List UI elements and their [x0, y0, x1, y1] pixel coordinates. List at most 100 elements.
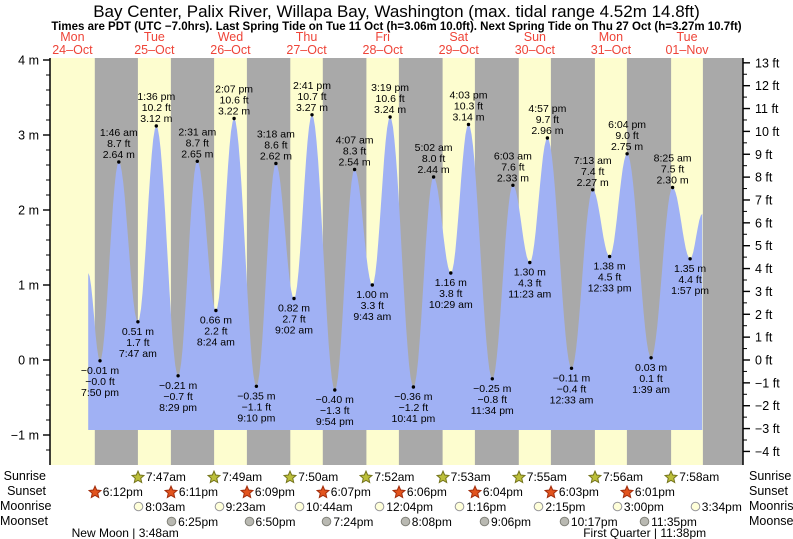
moonset-circle-icon: [479, 516, 490, 527]
sunrise-marker-time: 7:49am: [222, 469, 263, 484]
sunrise-marker: 7:55am: [511, 469, 567, 484]
tide-annotation-low: 10:29 am: [429, 299, 473, 311]
ft-tick-label: 2 ft: [755, 308, 773, 322]
tide-annotation-low: 3.8 ft: [439, 288, 462, 300]
tide-annotation-low: −0.0 ft: [85, 376, 115, 388]
tide-annotation-high: 10.2 ft: [142, 102, 171, 114]
sunset-markers-row: 6:12pm 6:11pm 6:09pm 6:07pm 6:06pm 6:04pm 6:03…: [0, 484, 793, 499]
tide-annotation-high: 6:04 pm: [608, 119, 646, 131]
moon-phase-label: First Quarter | 11:38pm: [583, 526, 707, 539]
sunrise-marker-time: 7:56am: [603, 469, 644, 484]
tide-extreme-dot: [232, 116, 236, 121]
tide-annotation-high: 3.24 m: [374, 104, 406, 116]
moonset-circle-icon: [322, 516, 332, 527]
moonrise-marker-time: 9:23am: [225, 499, 266, 514]
day-label-date: 26–Oct: [210, 43, 251, 57]
moonrise-circle-icon: [214, 501, 224, 512]
moonset-marker: 7:24pm: [321, 514, 373, 529]
sunset-marker-time: 6:03pm: [558, 484, 599, 499]
tide-extreme-dot: [292, 296, 296, 301]
moonrise-marker-time: 8:03am: [145, 499, 186, 514]
tide-annotation-high: 2.54 m: [339, 157, 371, 169]
tide-annotation-high: 2.65 m: [181, 148, 213, 160]
tide-extreme-dot: [274, 161, 278, 166]
tide-annotation-high: 2:41 pm: [293, 80, 331, 92]
moonrise-circle-icon: [294, 501, 305, 512]
tide-extreme-dot: [154, 124, 158, 128]
moonset-markers-row: 6:25pm 6:50pm 7:24pm 8:08pm 9:06pm 10:17pm 11:…: [0, 514, 793, 529]
tide-annotation-low: −0.8 ft: [478, 394, 508, 406]
sunrise-marker-time: 7:58am: [679, 469, 720, 484]
tide-annotation-high: 10.3 ft: [454, 101, 483, 113]
tide-annotation-high: 7.5 ft: [661, 164, 684, 176]
sunset-star-icon: [87, 484, 102, 499]
moonrise-marker: 1:16pm: [454, 499, 506, 514]
sunrise-star-icon: [435, 469, 450, 484]
tide-annotation-low: 1:57 pm: [671, 285, 709, 297]
tide-annotation-high: 2.75 m: [611, 141, 643, 153]
sunrise-marker-time: 7:47am: [145, 469, 186, 484]
ft-tick-label: 4 ft: [755, 262, 773, 276]
tide-annotation-high: 10.6 ft: [219, 95, 248, 107]
m-tick-label: 1 m: [18, 279, 39, 293]
tide-annotation-low: 7:50 pm: [81, 387, 119, 399]
tide-extreme-dot: [117, 160, 121, 164]
sunset-marker-time: 6:09pm: [254, 484, 295, 499]
tide-annotation-high: 4:03 pm: [450, 90, 488, 102]
moonrise-marker: 9:23am: [214, 499, 266, 514]
sunrise-marker: 7:56am: [588, 469, 643, 484]
moonrise-circle-icon: [534, 501, 544, 512]
tide-annotation-low: 12:33 am: [550, 394, 594, 406]
tide-extreme-dot: [591, 188, 595, 192]
tide-extreme-dot: [411, 385, 416, 389]
moonset-marker: 8:08pm: [400, 514, 452, 529]
sunset-marker-time: 6:04pm: [482, 484, 523, 499]
sunset-row-label-left: Sunset: [7, 484, 46, 498]
tide-annotation-low: 11:34 pm: [471, 405, 514, 417]
moonset-marker-time: 10:17pm: [570, 514, 618, 529]
tide-extreme-dot: [310, 113, 314, 117]
sunrise-markers-row: 7:47am 7:49am 7:50am 7:52am 7:53am 7:55am 7:56…: [0, 469, 793, 484]
tide-annotation-low: 3.3 ft: [361, 300, 384, 312]
tide-extreme-dot: [333, 388, 337, 392]
day-label-weekday: Sun: [523, 30, 546, 44]
tide-annotation-high: 5:02 am: [415, 142, 453, 154]
tide-annotation-high: 2.44 m: [418, 164, 450, 176]
day-label-date: 29–Oct: [438, 43, 479, 57]
tide-annotation-high: 10.7 ft: [297, 91, 326, 103]
tide-annotation-high: 2.33 m: [497, 172, 529, 184]
tide-annotation-low: 9:02 am: [275, 325, 313, 337]
day-label: Mon 24–Oct: [30, 31, 114, 57]
sunset-marker: 6:11pm: [163, 484, 218, 499]
tide-annotation-low: 0.66 m: [200, 315, 232, 327]
sunset-marker: 6:04pm: [467, 484, 523, 499]
sunrise-marker-time: 7:53am: [450, 469, 491, 484]
moonset-row-label-left: Moonset: [0, 514, 48, 528]
tide-annotation-low: 9:43 am: [353, 311, 391, 323]
tide-annotation-low: 10:41 pm: [392, 413, 436, 425]
tide-annotation-low: 9:10 pm: [237, 412, 275, 424]
sunset-marker-time: 6:12pm: [102, 484, 143, 499]
moonrise-circle-icon: [690, 501, 701, 512]
day-label-weekday: Sat: [449, 30, 469, 44]
day-label: Tue 01–Nov: [645, 31, 729, 57]
tide-annotation-low: −0.01 m: [81, 365, 119, 377]
tide-extreme-dot: [670, 185, 675, 190]
day-label-date: 25–Oct: [134, 43, 175, 57]
tide-annotation-high: 9.7 ft: [536, 114, 559, 126]
tide-annotation-high: 3.27 m: [296, 102, 328, 114]
tide-annotation-high: 2.30 m: [657, 175, 689, 187]
moonset-marker: 6:25pm: [166, 514, 218, 529]
tide-extreme-dot: [388, 115, 392, 119]
tide-annotation-high: 8.0 ft: [422, 153, 445, 165]
tide-annotation-low: 2.2 ft: [204, 326, 227, 338]
moonset-marker-time: 7:24pm: [333, 514, 374, 529]
day-label-weekday: Wed: [217, 30, 244, 44]
m-tick-label: 2 m: [18, 204, 39, 218]
sunrise-star-icon: [283, 469, 298, 484]
sunset-star-icon: [315, 484, 330, 499]
day-label-date: 01–Nov: [665, 43, 709, 57]
tide-annotation-low: −0.7 ft: [163, 391, 193, 403]
ft-tick-label: 10 ft: [755, 125, 780, 139]
tide-annotation-low: 12:33 pm: [588, 283, 632, 295]
